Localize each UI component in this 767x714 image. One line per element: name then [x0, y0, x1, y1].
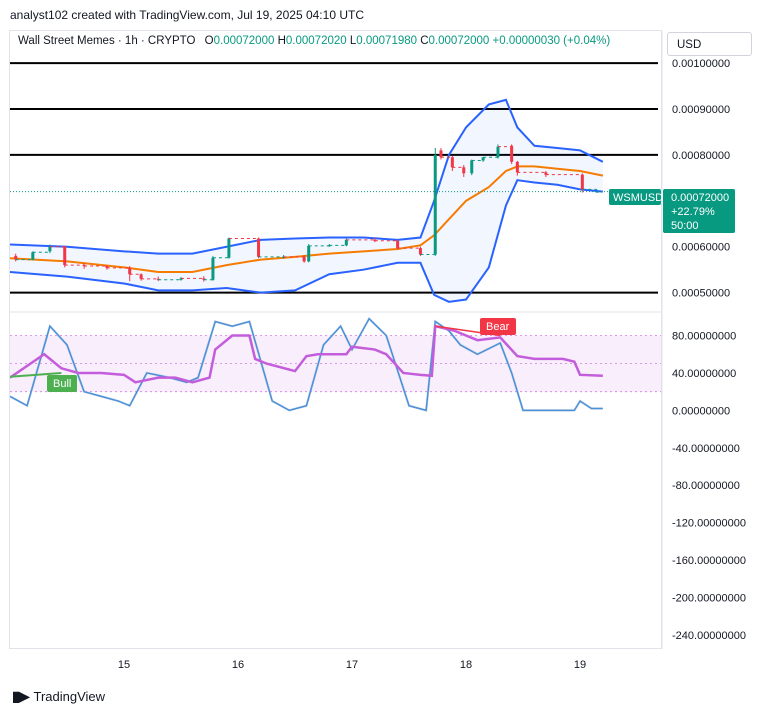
svg-text:Bull: Bull [53, 378, 71, 390]
stoch-axis-tick-label: -160.00000000 [672, 555, 746, 567]
stoch-axis-tick-label: -80.00000000 [672, 480, 740, 492]
candle-body [105, 266, 109, 268]
price-axis-tick-label: 0.00060000 [672, 242, 730, 254]
time-axis-tick-label: 15 [118, 659, 130, 671]
open-value: 0.00072000 [213, 35, 275, 47]
candle-body [63, 246, 67, 266]
candle-body [580, 174, 584, 190]
svg-text:Bear: Bear [486, 321, 510, 333]
candle-body [595, 191, 599, 193]
candle-body [202, 278, 206, 280]
candle-body [128, 267, 132, 275]
candle-body [344, 239, 348, 246]
tradingview-logo-icon: ▮▶ [12, 688, 30, 704]
low-label: L [349, 35, 357, 47]
symbol-title[interactable]: Wall Street Memes · 1h · CRYPTO [18, 35, 196, 47]
bollinger-lower-line [10, 179, 603, 303]
time-axis-tick-label: 18 [460, 659, 472, 671]
price-pane [10, 62, 661, 303]
price-tag-price: 0.00072000 [671, 192, 729, 204]
time-axis-tick-label: 17 [346, 659, 358, 671]
time-axis-tick-label: 16 [232, 659, 244, 671]
bollinger-basis-line [10, 165, 604, 273]
price-tag-change: +22.79% [671, 206, 715, 218]
candle-body [307, 245, 311, 262]
open-label: O [204, 35, 214, 47]
price-axis-tick-label: 0.00080000 [672, 150, 730, 162]
price-axis-tick-label: 0.00090000 [672, 104, 730, 116]
stoch-axis-tick-label: -240.00000000 [672, 630, 746, 642]
close-value: 0.00072000 [428, 35, 490, 47]
candle-body [139, 274, 143, 279]
candle-body [462, 167, 466, 174]
bollinger-fill [10, 99, 603, 302]
stoch-d-line [10, 324, 603, 384]
candle-body [433, 154, 437, 255]
footer-brand[interactable]: ▮▶ TradingView [12, 688, 105, 705]
candle-body [515, 161, 519, 173]
price-tag-symbol: WSMUSD [613, 192, 663, 204]
bull-divergence-line [10, 371, 62, 378]
stoch-axis-tick-label: -40.00000000 [672, 443, 740, 455]
currency-button[interactable]: USD [667, 32, 752, 56]
stoch-axis-tick-label: -200.00000000 [672, 593, 746, 605]
attribution: analyst102 created with TradingView.com,… [10, 8, 364, 22]
candle-body [481, 157, 485, 161]
price-axis-tick-label: 0.00050000 [672, 288, 730, 300]
candle-body [302, 256, 306, 262]
stoch-axis-tick-label: 0.00000000 [672, 405, 730, 417]
candle-body [450, 157, 454, 168]
high-value: 0.00072020 [285, 35, 347, 47]
candle-body [470, 160, 474, 174]
candle-body [179, 278, 183, 280]
candle-body [544, 172, 548, 175]
candle-body [396, 240, 400, 249]
bear-label: Bear [480, 318, 516, 335]
price-tag[interactable]: WSMUSD 0.00072000 +22.79% 50:00 [609, 189, 735, 233]
symbol-legend: Wall Street Memes · 1h · CRYPTO O0.00072… [18, 35, 610, 47]
stoch-axis-tick-label: 40.00000000 [672, 368, 736, 380]
stoch-axis-tick-label: -120.00000000 [672, 518, 746, 530]
close-label: C [420, 35, 429, 47]
candle-body [31, 252, 35, 260]
candle-body [510, 145, 514, 162]
bollinger-upper-line [10, 98, 604, 255]
candle-body [14, 255, 18, 260]
change-value: +0.00000030 (+0.04%) [492, 35, 611, 47]
stoch-k-line [10, 317, 603, 412]
footer-brand-text: TradingView [33, 689, 106, 704]
candle-body [211, 257, 215, 280]
candle-body [227, 238, 231, 258]
candle-body [496, 146, 500, 158]
candle-body [48, 246, 52, 252]
low-value: 0.00071980 [356, 35, 418, 47]
high-label: H [277, 35, 286, 47]
candle-body [257, 238, 261, 257]
time-axis-tick-label: 19 [574, 659, 586, 671]
price-axis-tick-label: 0.00100000 [672, 58, 730, 70]
candle-body [418, 248, 422, 255]
candle-body [439, 150, 443, 158]
stoch-axis-tick-label: 80.00000000 [672, 331, 736, 343]
axes: 0.00100000 0.00090000 0.00080000 0.00060000… [118, 58, 746, 671]
stochastic-pane [10, 316, 661, 412]
bull-label: Bull [47, 375, 77, 392]
price-tag-countdown: 50:00 [671, 220, 699, 232]
